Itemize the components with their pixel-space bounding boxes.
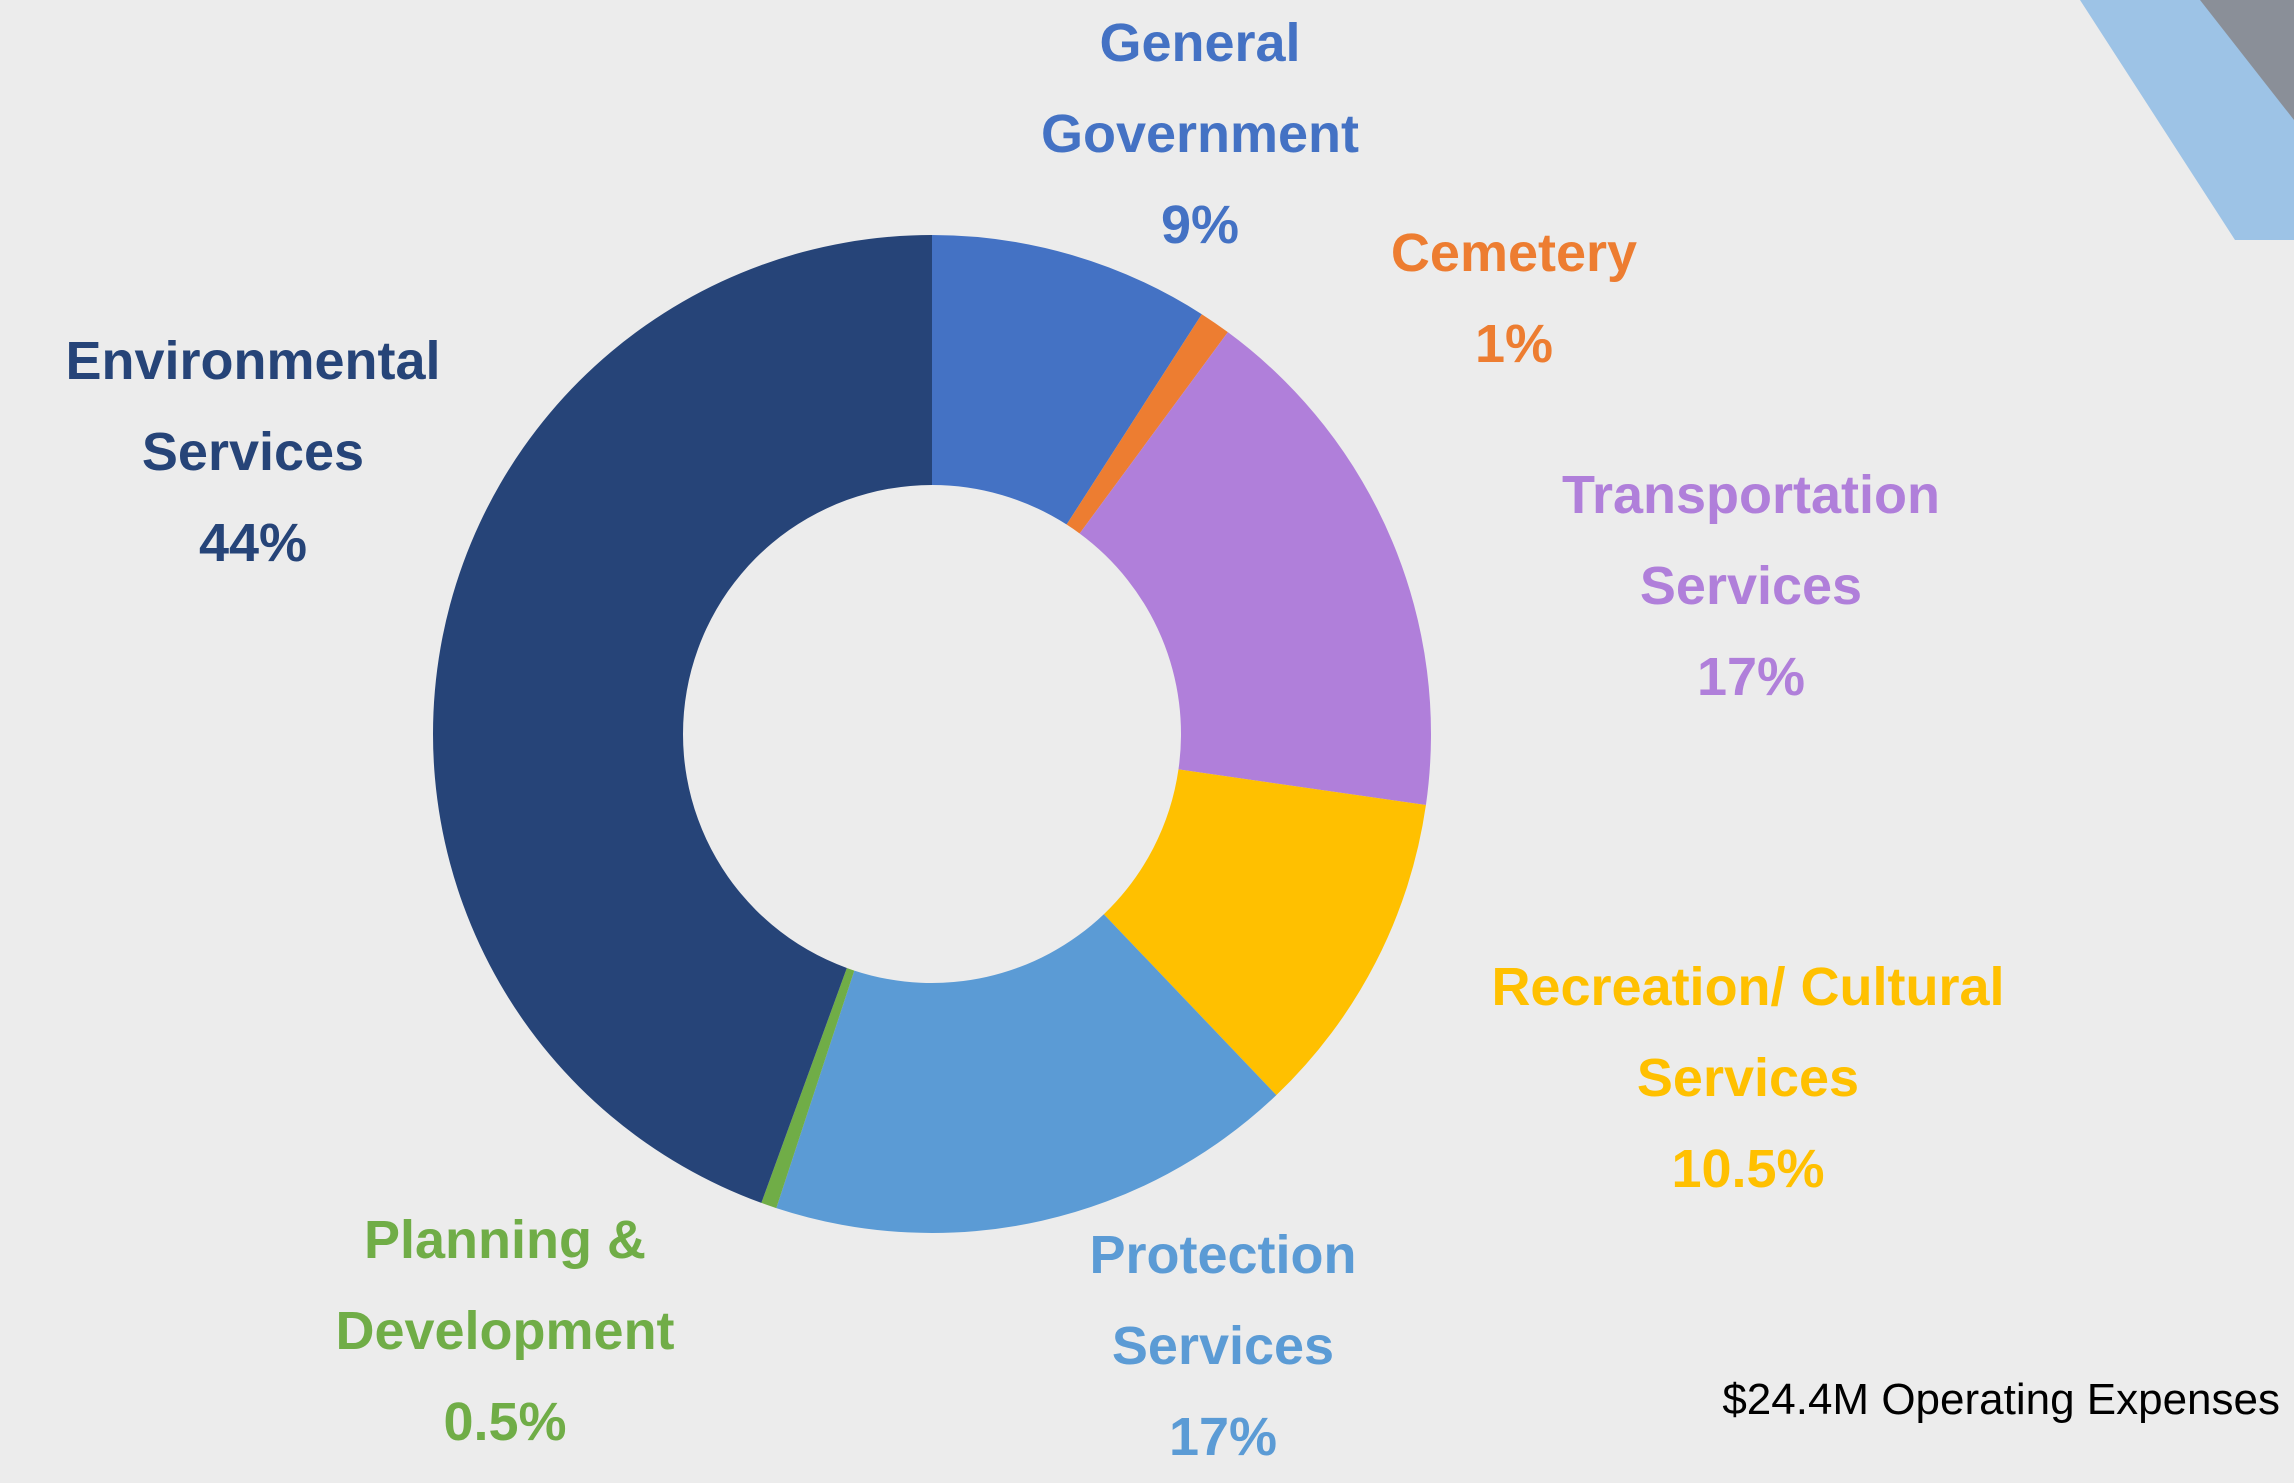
category-label: Environmental Services [65,331,441,482]
slice [932,235,1202,525]
data-label: Planning & Development 0.5% [295,1195,715,1468]
note: $24.4M Operating Expenses [1722,1375,2280,1424]
category-label: General Government [1040,13,1360,164]
value-label: 17% [1168,1407,1278,1467]
value-label: 0.5% [443,1392,567,1452]
slice [1103,769,1426,1096]
value-label: 10.5% [1671,1139,1825,1199]
corner-decoration [2200,0,2294,120]
data-label: Cemetery 1% [1314,208,1714,390]
category-label: Protection Services [1089,1225,1357,1376]
category-label: Recreation/ Cultural Services [1491,957,2005,1108]
value-label: 1% [1474,314,1554,374]
value-label: 44% [198,513,308,573]
data-label: Environmental Services 44% [13,316,493,589]
slice [1066,314,1228,534]
slice [433,235,932,1203]
slice [1079,332,1432,806]
category-label: Transportation Services [1561,465,1941,616]
category-label: Cemetery [1390,223,1638,283]
value-label: 9% [1160,195,1240,255]
value-label: 17% [1696,647,1806,707]
category-label: Planning & Development [335,1210,675,1361]
data-label: Protection Services 17% [1023,1210,1423,1483]
data-label: Transportation Services 17% [1501,450,2001,723]
slice [776,914,1277,1233]
corner-decoration [2080,0,2294,240]
slice [761,967,855,1209]
data-label: General Government 9% [990,0,1410,271]
data-label: Recreation/ Cultural Services 10.5% [1423,942,2073,1215]
